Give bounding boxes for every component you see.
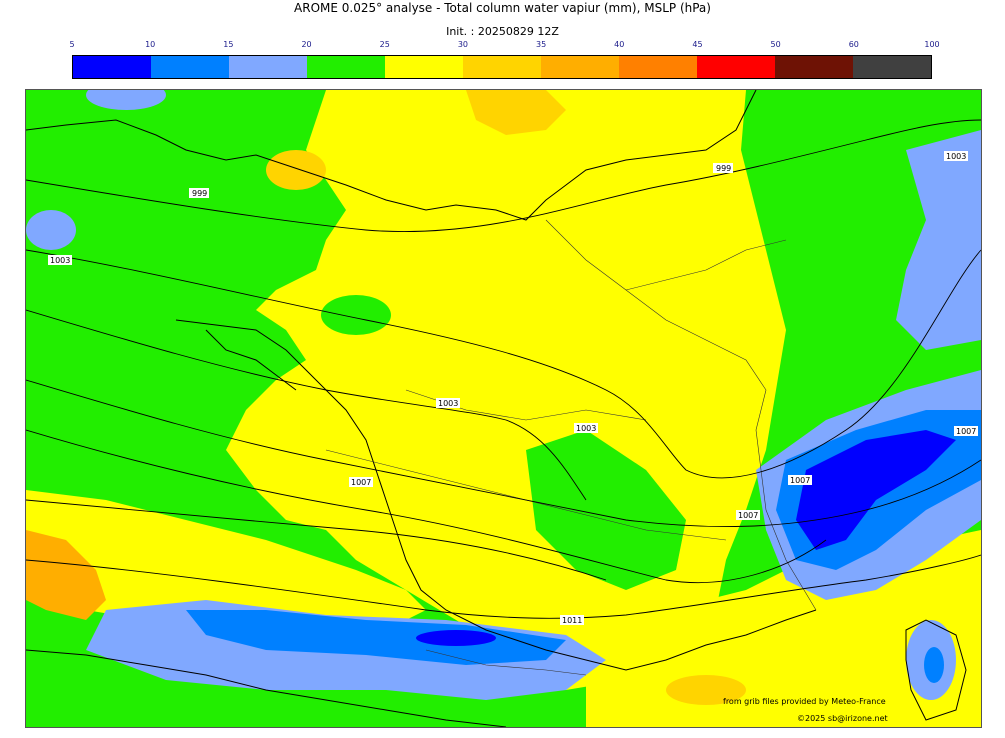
isobar-label: 1003 [946, 152, 966, 161]
color-scale: 5 10 15 20 25 30 35 40 45 50 60 100 [69, 40, 940, 82]
pwv-field-darkblue-alps [796, 430, 956, 550]
color-scale-tick-label: 15 [223, 40, 234, 49]
color-scale-bar [72, 55, 932, 79]
isobar-label: 1011 [562, 616, 582, 625]
isobar-label: 1007 [956, 427, 976, 436]
color-scale-swatch [385, 56, 463, 78]
isobars [26, 119, 981, 619]
color-scale-swatch [73, 56, 151, 78]
pwv-field-green-normandy [321, 295, 391, 335]
isobar-label: 1003 [438, 399, 458, 408]
color-scale-tick-label: 100 [924, 40, 940, 49]
pwv-field-orange-north [266, 150, 326, 190]
color-scale-swatch [307, 56, 385, 78]
color-scale-swatch [697, 56, 775, 78]
color-scale-swatch [619, 56, 697, 78]
pwv-field-blue-corsica [924, 647, 944, 683]
copyright-credit: ©2025 sb@irizone.net [797, 714, 888, 723]
pwv-field-lightblue-east [896, 130, 981, 350]
color-scale-tick-label: 30 [457, 40, 468, 49]
color-scale-tick-label: 35 [535, 40, 547, 49]
init-time: Init. : 20250829 12Z [446, 25, 559, 38]
data-source-credit: from grib files provided by Meteo-France [723, 697, 886, 706]
map-panel: 999 1003 999 1003 1003 1003 1007 1007 10… [25, 89, 982, 728]
pwv-field-yellow-southwest [26, 490, 426, 640]
isobar-label: 999 [716, 164, 731, 173]
isobar-label: 1003 [50, 256, 70, 265]
isobar-label: 1007 [738, 511, 758, 520]
color-scale-ticks: 5 10 15 20 25 30 35 40 45 50 60 100 [69, 40, 939, 52]
pwv-field-lightblue-northwest [26, 210, 76, 250]
chart-title: AROME 0.025° analyse - Total column wate… [294, 1, 711, 15]
color-scale-swatch [229, 56, 307, 78]
color-scale-swatch [541, 56, 619, 78]
isobar-label: 1007 [351, 478, 371, 487]
color-scale-swatch [151, 56, 229, 78]
color-scale-swatch [775, 56, 853, 78]
isobar-label: 1003 [576, 424, 596, 433]
color-scale-tick-label: 40 [614, 40, 625, 49]
color-scale-tick-label: 20 [301, 40, 312, 49]
pwv-field-lightblue-top [86, 90, 166, 110]
isobar-label: 999 [192, 189, 207, 198]
map-svg: 999 1003 999 1003 1003 1003 1007 1007 10… [26, 90, 981, 727]
isobar-label: 1007 [790, 476, 810, 485]
pwv-field-orange-coast [466, 90, 566, 135]
color-scale-tick-label: 50 [770, 40, 781, 49]
pwv-field-orange-gulf [666, 675, 746, 705]
pwv-field-blue-pyrenees [186, 610, 566, 665]
coastlines [26, 90, 967, 727]
color-scale-tick-label: 45 [692, 40, 703, 49]
color-scale-swatch [853, 56, 931, 78]
color-scale-swatch [463, 56, 541, 78]
color-scale-tick-label: 25 [379, 40, 390, 49]
color-scale-tick-label: 5 [69, 40, 75, 49]
isobar-labels: 999 1003 999 1003 1003 1003 1007 1007 10… [48, 151, 978, 625]
color-scale-tick-label: 60 [848, 40, 859, 49]
pwv-field-orange-west [26, 530, 106, 620]
color-scale-tick-label: 10 [145, 40, 156, 49]
pwv-field-darkblue-pyrenees [416, 630, 496, 646]
